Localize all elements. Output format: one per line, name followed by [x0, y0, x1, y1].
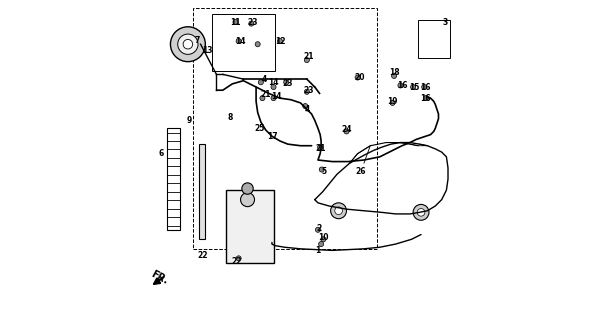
Circle shape [355, 75, 360, 80]
Text: 3: 3 [442, 18, 448, 27]
Circle shape [321, 237, 326, 242]
Text: 16: 16 [421, 83, 431, 92]
Bar [199, 144, 206, 239]
Circle shape [178, 34, 198, 54]
Text: 17: 17 [267, 132, 278, 141]
Text: 5: 5 [322, 167, 327, 176]
Text: 4: 4 [304, 105, 310, 114]
Circle shape [233, 20, 238, 25]
Circle shape [316, 227, 320, 232]
Bar [212, 14, 275, 71]
Text: 14: 14 [272, 92, 282, 101]
Circle shape [410, 84, 416, 90]
Text: 11: 11 [230, 18, 240, 27]
Circle shape [249, 21, 254, 26]
Text: 19: 19 [387, 97, 398, 106]
Circle shape [271, 96, 276, 101]
Text: 16: 16 [421, 94, 431, 103]
Text: 2: 2 [316, 224, 321, 233]
Circle shape [398, 83, 403, 88]
Circle shape [236, 38, 241, 44]
Circle shape [183, 39, 193, 49]
Circle shape [242, 183, 253, 194]
Circle shape [284, 80, 288, 85]
Circle shape [319, 242, 324, 247]
Circle shape [271, 84, 276, 90]
Text: 13: 13 [202, 46, 212, 55]
Circle shape [255, 42, 260, 47]
Text: 21: 21 [260, 91, 271, 100]
Circle shape [417, 209, 425, 216]
Text: 23: 23 [303, 86, 314, 95]
Circle shape [422, 84, 427, 90]
Bar [167, 128, 180, 230]
Text: 14: 14 [235, 36, 245, 45]
FancyBboxPatch shape [226, 190, 273, 263]
Text: 7: 7 [194, 36, 200, 45]
Text: 22: 22 [197, 251, 207, 260]
Bar [193, 8, 377, 249]
Circle shape [344, 129, 349, 134]
Text: 22: 22 [232, 257, 242, 266]
Circle shape [413, 204, 429, 220]
Text: 10: 10 [319, 233, 329, 242]
Text: 1: 1 [315, 246, 320, 255]
Text: 14: 14 [268, 78, 279, 87]
Circle shape [236, 256, 241, 261]
Text: 15: 15 [409, 83, 419, 92]
Circle shape [319, 167, 325, 172]
Circle shape [277, 38, 282, 44]
Text: 9: 9 [186, 116, 192, 125]
Text: 4: 4 [261, 75, 267, 84]
Text: 26: 26 [356, 167, 366, 176]
Circle shape [423, 96, 429, 101]
Text: 18: 18 [389, 68, 400, 77]
Text: 23: 23 [248, 18, 258, 27]
Circle shape [390, 100, 395, 105]
Text: FR.: FR. [149, 269, 169, 286]
Circle shape [258, 80, 263, 85]
Circle shape [171, 27, 206, 62]
Circle shape [260, 96, 265, 101]
Text: 25: 25 [254, 124, 264, 133]
Text: 6: 6 [159, 149, 164, 158]
Text: 8: 8 [227, 113, 233, 122]
Bar [418, 20, 450, 59]
Text: 12: 12 [276, 36, 286, 45]
Text: 20: 20 [354, 73, 364, 82]
Circle shape [303, 104, 308, 108]
Text: 21: 21 [316, 144, 326, 153]
Circle shape [304, 58, 310, 63]
Circle shape [240, 193, 254, 207]
Text: 23: 23 [282, 79, 293, 88]
Circle shape [331, 203, 347, 219]
Circle shape [335, 207, 343, 215]
Circle shape [304, 89, 310, 94]
Text: 16: 16 [397, 81, 407, 90]
Text: 24: 24 [341, 125, 352, 134]
Circle shape [391, 73, 397, 78]
Circle shape [318, 145, 323, 150]
Text: 21: 21 [303, 52, 314, 61]
